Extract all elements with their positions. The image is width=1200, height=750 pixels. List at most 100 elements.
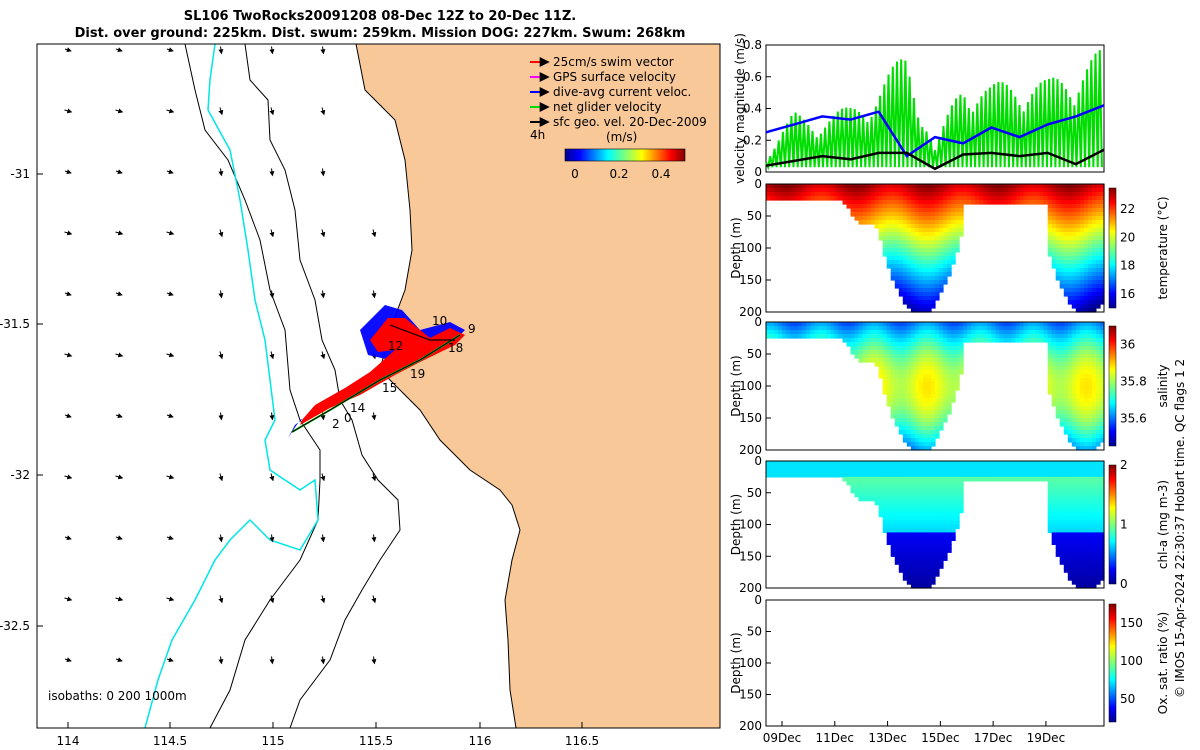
heatmap-cell <box>1011 192 1017 197</box>
heatmap-cell <box>1083 216 1089 221</box>
heatmap-cell <box>1055 374 1061 379</box>
heatmap-cell <box>874 465 880 470</box>
heatmap-cell <box>882 342 888 347</box>
heatmap-cell <box>971 184 976 189</box>
heatmap-cell <box>927 540 932 545</box>
heatmap-cell <box>1023 184 1029 189</box>
heatmap-cell <box>910 564 916 569</box>
heatmap-cell <box>943 272 948 277</box>
heatmap-cell <box>931 390 936 395</box>
heatmap-cell <box>1047 461 1053 466</box>
heatmap-cell <box>943 516 948 522</box>
heatmap-cell <box>1071 480 1077 486</box>
heatmap-cell <box>927 406 932 411</box>
heatmap-cell <box>1096 362 1101 367</box>
heatmap-cell <box>894 342 900 347</box>
heatmap-cell <box>826 196 831 201</box>
heatmap-cell <box>947 362 952 367</box>
heatmap-cell <box>890 532 896 537</box>
heatmap-cell <box>774 465 779 470</box>
heatmap-cell <box>882 484 888 490</box>
heatmap-cell <box>1059 280 1065 285</box>
heatmap-cell <box>1087 382 1093 387</box>
velocity-y-tick-label: 0.8 <box>743 38 762 52</box>
heatmap-cell <box>947 338 952 343</box>
heatmap-cell <box>1096 350 1101 355</box>
heatmap-cell <box>902 284 908 289</box>
heatmap-cell <box>890 552 896 557</box>
heatmap-cell <box>778 330 783 335</box>
heatmap-cell <box>1075 512 1081 518</box>
heatmap-cell <box>1063 508 1069 514</box>
heatmap-cell <box>866 208 872 213</box>
heatmap-cell <box>1027 330 1033 335</box>
heatmap-cell <box>910 224 916 229</box>
heatmap-cell <box>1055 188 1061 193</box>
heatmap-cell <box>1047 358 1053 363</box>
heatmap-cell <box>927 524 932 530</box>
heatmap-cell <box>874 220 880 225</box>
heatmap-cell <box>886 220 892 225</box>
heatmap-cell <box>1091 544 1097 549</box>
heatmap-cell <box>1087 560 1093 565</box>
heatmap-cell <box>1055 480 1061 486</box>
heatmap-cell <box>838 188 843 193</box>
heatmap-cell <box>866 334 872 339</box>
current-vector <box>218 168 224 177</box>
heatmap-cell <box>1087 480 1093 486</box>
heatmap-cell <box>951 532 956 537</box>
heatmap-cell <box>991 200 996 205</box>
heatmap-cell <box>1091 338 1097 343</box>
heatmap-cell <box>886 330 892 335</box>
heatmap-cell <box>894 532 900 537</box>
heatmap-cell <box>1096 342 1101 347</box>
heatmap-cell <box>1091 228 1097 233</box>
heatmap-cell <box>1100 576 1105 581</box>
heatmap-cell <box>910 192 916 197</box>
heatmap-cell <box>1067 394 1073 399</box>
heatmap-cell <box>1091 378 1097 383</box>
heatmap-cell <box>794 196 799 201</box>
heatmap-cell <box>906 208 912 213</box>
heatmap-cell <box>1071 188 1077 193</box>
heatmap-cell <box>878 216 884 221</box>
heatmap-cell <box>1079 532 1085 537</box>
heatmap-cell <box>898 184 904 189</box>
heatmap-cell <box>1059 461 1065 466</box>
heatmap-cell <box>1059 520 1065 526</box>
heatmap-cell <box>927 338 932 343</box>
heatmap-cell <box>838 465 843 470</box>
heatmap-cell <box>1087 394 1093 399</box>
heatmap-cell <box>1055 196 1061 201</box>
heatmap-cell <box>939 488 944 494</box>
heatmap-cell <box>991 326 996 331</box>
heatmap-cell <box>910 468 916 474</box>
heatmap-cell <box>1079 354 1085 359</box>
heatmap-cell <box>914 358 920 363</box>
heatmap-cell <box>1091 260 1097 265</box>
heatmap-cell <box>1079 461 1085 466</box>
heatmap-cell <box>922 580 928 585</box>
heatmap-cell <box>890 378 896 383</box>
heatmap-cell <box>918 422 924 427</box>
heatmap-cell <box>1067 350 1073 355</box>
heatmap-cell <box>806 184 811 189</box>
heatmap-cell <box>931 564 936 569</box>
heatmap-cell <box>918 492 924 498</box>
heatmap-cell <box>947 520 952 526</box>
heatmap-cell <box>886 520 892 526</box>
heatmap-cell <box>858 184 864 189</box>
heatmap-cell <box>1075 208 1081 213</box>
heatmap-cell <box>931 342 936 347</box>
heatmap-cell <box>1075 292 1081 297</box>
current-vector <box>166 169 174 175</box>
heatmap-cell <box>882 224 888 229</box>
speed-colorbar-ticks: 0 0.2 0.4 <box>571 167 670 181</box>
heatmap-cell <box>874 196 880 201</box>
heatmap-cell <box>886 354 892 359</box>
day-label: 18 <box>448 341 463 355</box>
heatmap-cell <box>906 264 912 269</box>
heatmap-cell <box>927 224 932 229</box>
heatmap-cell <box>1059 382 1065 387</box>
heatmap-cell <box>862 484 868 490</box>
